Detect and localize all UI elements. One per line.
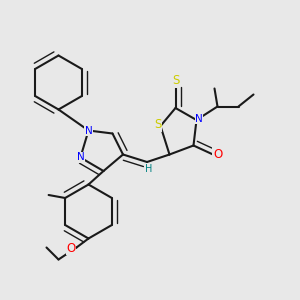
Text: S: S: [154, 118, 162, 131]
Text: N: N: [76, 152, 84, 163]
Text: N: N: [195, 113, 203, 124]
Text: S: S: [172, 74, 179, 88]
Text: O: O: [67, 242, 76, 255]
Text: H: H: [145, 164, 152, 175]
Text: O: O: [213, 148, 222, 161]
Text: N: N: [85, 125, 92, 136]
